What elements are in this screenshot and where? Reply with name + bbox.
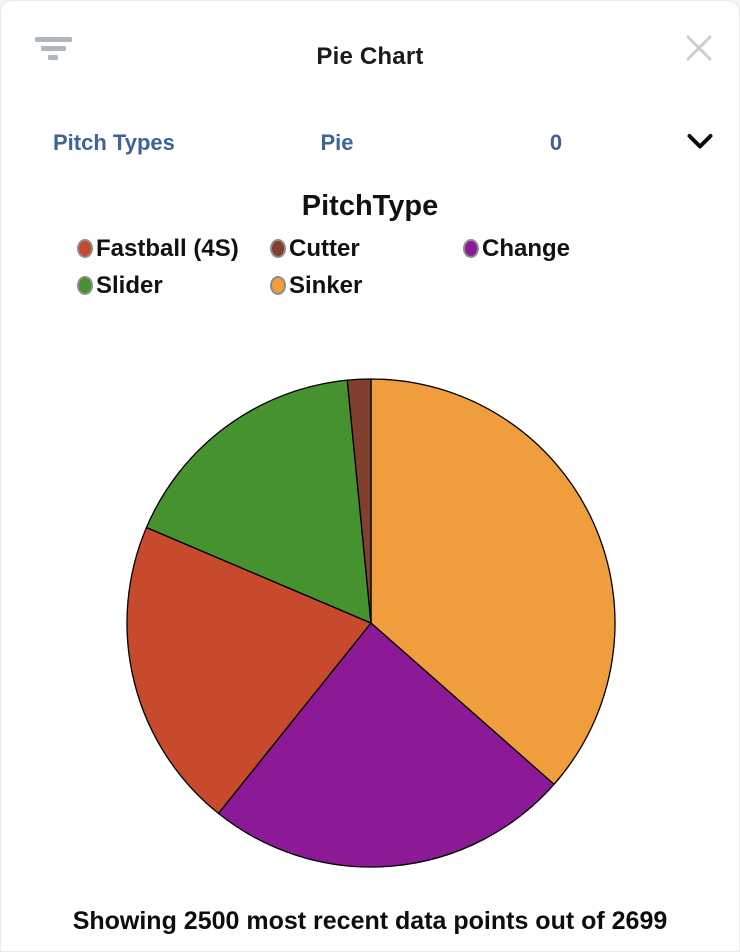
legend-color-dot: [270, 276, 286, 295]
pie-slice-sinker[interactable]: [370, 378, 616, 786]
chart-controls-row: Pitch Types Pie 0: [1, 130, 739, 158]
filter-icon-bar: [40, 46, 66, 51]
status-text: Showing 2500 most recent data points out…: [72, 907, 668, 935]
pie-slice-fastball-4s[interactable]: [126, 526, 372, 815]
legend-label: Change: [482, 234, 571, 262]
chart-title: PitchType: [301, 190, 439, 222]
legend-label: Fastball (4S): [96, 234, 239, 262]
legend-item[interactable]: Slider: [77, 267, 270, 304]
legend-color-dot: [270, 239, 286, 258]
pie-slice-change[interactable]: [217, 622, 555, 868]
pie-slice-cutter[interactable]: [346, 378, 372, 624]
chart-legend: Fastball (4S) Cutter Change Slider Sinker: [77, 230, 667, 304]
legend-label: Sinker: [289, 271, 363, 299]
legend-color-dot: [77, 276, 93, 295]
window-title: Pie Chart: [316, 43, 424, 70]
legend-item[interactable]: Fastball (4S): [77, 230, 270, 267]
close-icon[interactable]: [683, 32, 715, 64]
chart-type-select[interactable]: Pie: [320, 130, 354, 155]
legend-label: Cutter: [289, 234, 360, 262]
chevron-down-icon[interactable]: [687, 133, 713, 151]
pie-chart: [126, 378, 616, 868]
legend-color-dot: [77, 239, 93, 258]
legend-label: Slider: [96, 271, 163, 299]
dataset-select[interactable]: Pitch Types: [53, 130, 175, 155]
filter-icon-bar: [48, 55, 58, 60]
pie-slice-slider[interactable]: [145, 379, 372, 624]
legend-item[interactable]: Sinker: [270, 267, 463, 304]
selected-count[interactable]: 0: [549, 130, 563, 155]
legend-item[interactable]: Change: [463, 230, 656, 267]
filter-icon[interactable]: [34, 37, 72, 61]
filter-icon-bar: [34, 37, 72, 42]
legend-color-dot: [463, 239, 479, 258]
legend-item[interactable]: Cutter: [270, 230, 463, 267]
